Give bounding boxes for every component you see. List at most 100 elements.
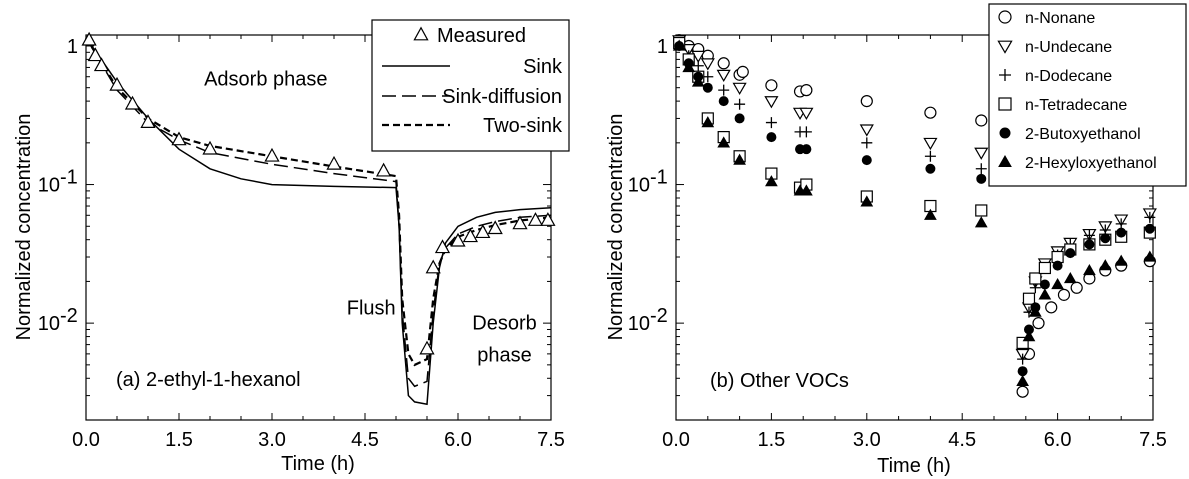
legend-marker-n-nonane [998, 10, 1012, 24]
legend-label: 2-Hexyloxyethanol [1025, 155, 1157, 172]
data-point-2-butoxyethanol [1017, 366, 1028, 377]
data-point-measured [109, 76, 125, 91]
legend-marker-measured [413, 26, 429, 41]
data-point-2-hexyloxyethanol [765, 175, 778, 187]
y-tick-label: 10 [38, 313, 60, 335]
y-tick-label: 10 [628, 175, 650, 197]
data-point-2-butoxyethanol [718, 96, 729, 107]
data-point-2-hexyloxyethanol [1016, 374, 1029, 386]
annotation-label: phase [477, 344, 532, 366]
panel-a-x-ticks: 0.0 1.5 3.0 4.5 6.0 7.5 [72, 35, 565, 451]
data-point-2-hexyloxyethanol [860, 195, 874, 207]
panel-b-x-axis-label: Time (h) [877, 455, 951, 477]
data-point-n-nonane [860, 95, 873, 108]
legend-label: n-Dodecane [1025, 68, 1112, 85]
data-point-n-dodecane [718, 84, 730, 96]
x-tick-label: 6.0 [1044, 429, 1072, 451]
data-point-measured [375, 162, 392, 177]
data-point-measured [527, 212, 544, 226]
legend-label: n-Tetradecane [1025, 97, 1127, 114]
data-point-measured [425, 259, 441, 274]
x-tick-label: 6.0 [444, 429, 472, 451]
x-tick-label: 1.5 [757, 429, 785, 451]
panel-a-annotations: Adsorb phase Flush Desorb phase [204, 68, 537, 366]
data-point-measured [171, 131, 187, 146]
data-point-n-dodecane [975, 163, 987, 175]
x-tick-label: 0.0 [662, 429, 690, 451]
data-point-measured [124, 95, 141, 110]
panel-b-series [672, 34, 1157, 398]
data-point-n-undecane [681, 44, 696, 57]
panel-a-label: (a) 2-ethyl-1-hexanol [116, 369, 301, 391]
panel-a-y-axis-label: Normalized concentration [13, 114, 35, 341]
data-point-2-hexyloxyethanol [1051, 277, 1064, 290]
panel-b-x-ticks: 0.0 1.5 3.0 4.5 6.0 7.5 [662, 35, 1167, 451]
annotation-label: Adsorb phase [204, 68, 327, 90]
data-point-2-butoxyethanol [1039, 279, 1050, 290]
data-point-n-dodecane [861, 137, 873, 149]
data-point-n-nonane [1070, 281, 1083, 294]
data-point-n-dodecane [765, 117, 777, 129]
panel-b-label: (b) Other VOCs [710, 370, 849, 392]
x-tick-label: 1.5 [165, 429, 193, 451]
y-tick-label-exponent: -2 [650, 305, 668, 327]
data-point-2-butoxyethanol [1116, 227, 1127, 238]
annotation-label: Desorb [472, 312, 536, 334]
data-point-2-hexyloxyethanol [691, 75, 705, 87]
legend-label: Sink-diffusion [442, 86, 562, 108]
panel-a-x-axis-label: Time (h) [281, 453, 355, 475]
data-point-2-hexyloxyethanol [1114, 254, 1128, 266]
data-point-n-nonane [975, 114, 988, 127]
y-tick-label: 10 [38, 175, 60, 197]
data-point-n-tetradecane [1029, 272, 1042, 285]
data-point-measured [81, 31, 97, 46]
panel-b: 0.0 1.5 3.0 4.5 6.0 7.5 110-110-2 Time (h) No… [605, 3, 1187, 477]
data-point-measured [475, 224, 491, 239]
data-point-2-hexyloxyethanol [733, 153, 746, 165]
data-point-n-undecane [716, 69, 731, 82]
x-tick-label: 3.0 [258, 429, 286, 451]
data-point-n-tetradecane [1022, 292, 1036, 305]
data-point-n-undecane [700, 58, 715, 71]
data-point-n-nonane [1057, 288, 1071, 301]
data-point-measured [540, 212, 556, 226]
x-tick-label: 0.0 [72, 429, 100, 451]
panel-b-y-ticks: 110-110-2 [628, 36, 1153, 421]
data-point-n-dodecane [734, 98, 746, 110]
x-tick-label: 3.0 [853, 429, 881, 451]
data-point-2-hexyloxyethanol [1028, 305, 1042, 317]
y-tick-label-exponent: -1 [650, 167, 668, 189]
panel-a-plot-frame [85, 34, 552, 421]
data-point-measured [512, 215, 528, 230]
data-point-n-undecane [732, 82, 747, 95]
data-point-measured [419, 340, 435, 355]
panel-a: 0.0 1.5 3.0 4.5 6.0 7.5 110-110-2 Adsorb phas… [13, 19, 570, 475]
data-point-2-butoxyethanol [702, 82, 713, 93]
y-tick-label: 10 [628, 313, 650, 335]
panel-a-legend: Measured Sink Sink-diffusion Two-sink [371, 19, 570, 152]
data-point-n-nonane [1045, 301, 1058, 314]
data-point-2-hexyloxyethanol [682, 60, 696, 73]
data-point-measured [140, 114, 156, 128]
data-point-measured [202, 140, 218, 155]
legend-marker-n-undecane [997, 40, 1013, 54]
data-point-measured [87, 47, 103, 62]
panel-b-legend: n-Nonane n-Undecane n-Dodecane n-Tetradecan… [988, 3, 1187, 187]
y-tick-label: 1 [67, 36, 78, 58]
data-point-measured [93, 57, 110, 72]
data-point-2-hexyloxyethanol [1098, 259, 1112, 271]
data-point-n-undecane [764, 96, 779, 109]
x-tick-label: 4.5 [351, 429, 379, 451]
legend-label: 2-Butoxyethanol [1025, 126, 1141, 143]
data-point-n-nonane [765, 79, 778, 92]
data-point-2-hexyloxyethanol [1083, 263, 1096, 276]
legend-marker-n-tetradecane [998, 97, 1012, 111]
x-tick-label: 4.5 [948, 429, 976, 451]
data-point-n-dodecane [924, 150, 936, 162]
data-point-measured [450, 232, 466, 247]
data-point-n-tetradecane [1038, 261, 1051, 275]
x-tick-label: 7.5 [537, 429, 565, 451]
series-line-sink [85, 37, 552, 406]
data-point-2-hexyloxyethanol [800, 184, 813, 196]
